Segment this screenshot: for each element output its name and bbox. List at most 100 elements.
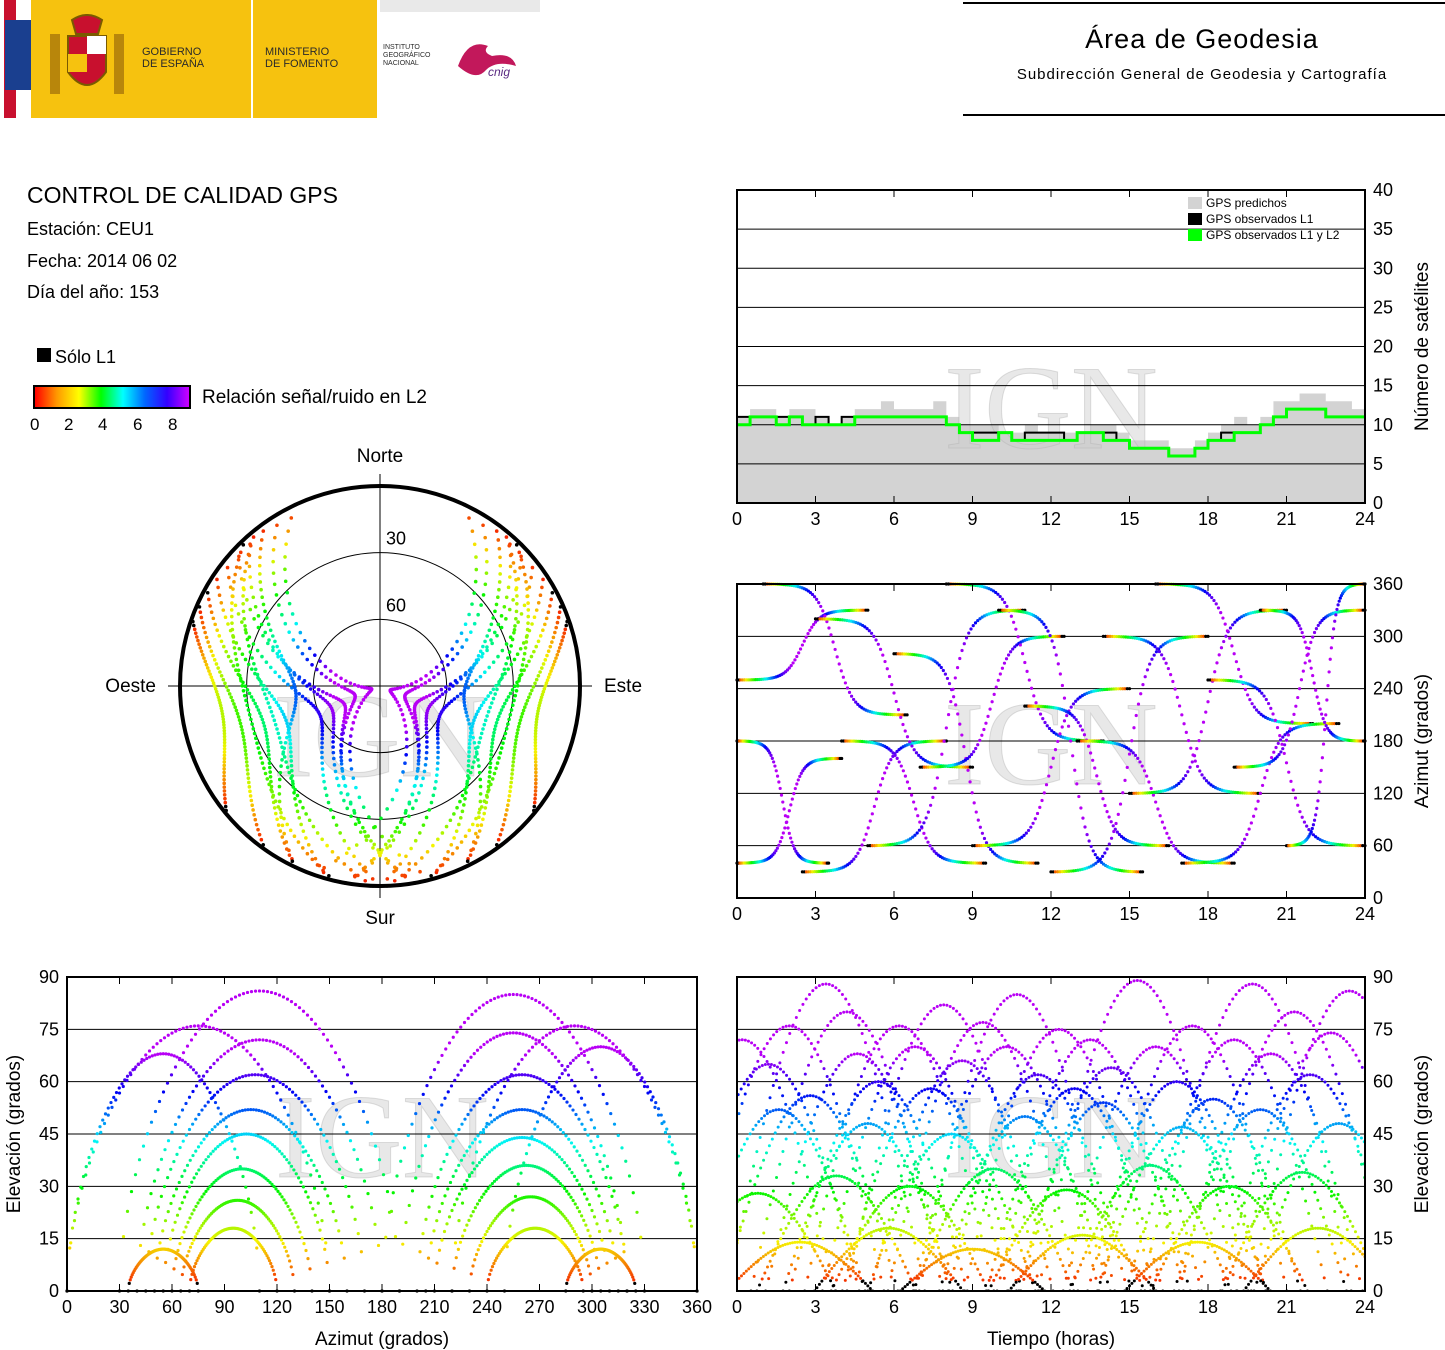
ela-track-point	[260, 1067, 264, 1071]
azt-track-point	[1230, 644, 1234, 648]
ela-track-point	[414, 1176, 418, 1180]
azt-track-point	[1134, 713, 1138, 718]
ela-track-point	[187, 1249, 191, 1253]
azt-track-point	[983, 861, 988, 865]
skyplot-track-point	[276, 703, 281, 708]
ela-track-point	[535, 1138, 539, 1143]
azt-track-point	[1097, 782, 1101, 786]
skyplot-track-point	[417, 748, 421, 753]
skyplot-track-point	[269, 779, 273, 784]
ela-track-point	[301, 1150, 305, 1154]
ela-track-point	[487, 1226, 491, 1231]
skyplot-track-point	[490, 777, 495, 781]
skyplot-track-point	[321, 773, 325, 777]
skyplot-track-point	[507, 607, 512, 612]
azt-track-point	[790, 797, 794, 801]
skyplot-track-point	[424, 673, 428, 678]
ela-track-point	[426, 1256, 431, 1260]
azt-track-point	[1089, 844, 1093, 849]
skyplot-track-point	[315, 831, 320, 835]
skyplot-track-point	[320, 761, 325, 765]
skyplot-track-point	[258, 711, 262, 715]
skyplot-track-point	[506, 667, 510, 671]
skyplot-track-point	[545, 678, 550, 682]
ela-track-point	[535, 1120, 540, 1124]
skyplot-track-point	[244, 756, 249, 760]
skyplot-track-point	[245, 598, 249, 602]
ela-track-point	[508, 1224, 512, 1228]
skyplot-track-point	[415, 723, 419, 728]
ela-track-point	[175, 1152, 179, 1156]
azt-track-point	[1054, 653, 1058, 657]
ela-track-point	[308, 1201, 313, 1205]
azt-track-point	[1071, 754, 1075, 758]
skyplot-track-point	[546, 675, 551, 679]
azt-track-point	[1066, 724, 1071, 728]
azt-track-point	[1141, 683, 1145, 687]
ela-track-point	[282, 1122, 286, 1126]
azt-track-point	[1296, 803, 1300, 807]
azt-track-point	[869, 631, 874, 635]
ela-track-point	[481, 1130, 486, 1134]
skyplot-track-point	[515, 731, 520, 736]
skyplot-track-point	[214, 662, 219, 666]
azt-track-point	[1053, 870, 1058, 874]
azt-track-point	[792, 792, 796, 796]
ela-track-point	[602, 1154, 606, 1158]
azt-track-point	[1254, 708, 1259, 712]
skyplot-track-point	[435, 732, 440, 737]
skyplot-track-point	[455, 805, 459, 810]
skyplot-track-point	[311, 824, 316, 829]
ela-track-point	[218, 1143, 222, 1147]
skyplot-track-point	[345, 715, 350, 720]
skyplot-track-point	[458, 816, 463, 820]
azt-track-point	[874, 638, 878, 642]
ela-track-point	[202, 1082, 207, 1086]
skyplot-track-point	[250, 667, 254, 671]
azt-track-point	[1038, 805, 1042, 809]
skyplot-track-point	[362, 829, 367, 834]
skyplot-track-point	[247, 691, 252, 696]
skyplot-track-point	[441, 667, 445, 672]
ela-track-point	[599, 1045, 603, 1049]
skyplot-track-point	[488, 705, 492, 710]
skyplot-track-point	[361, 805, 366, 809]
ela-track-point	[473, 1258, 477, 1262]
skyplot-track-point	[494, 529, 499, 533]
skyplot-track-point	[436, 722, 440, 727]
skyplot-track-point	[233, 572, 237, 577]
skyplot-track-point	[220, 709, 224, 713]
skyplot-ring-label-30: 30	[386, 529, 406, 549]
ela-track-point	[334, 1219, 338, 1223]
azt-track-point	[922, 831, 926, 835]
skyplot-track-point	[367, 815, 371, 819]
x-tick-label: 0	[62, 1297, 72, 1317]
ela-track-point	[349, 1081, 354, 1085]
ela-track-point	[567, 1192, 571, 1196]
skyplot-track-point	[214, 689, 219, 694]
skyplot-track-point	[450, 851, 455, 856]
skyplot-track-point	[240, 620, 244, 624]
azt-track-point	[1314, 835, 1318, 839]
ela-track-point	[187, 1095, 192, 1099]
ela-track-point	[514, 1108, 519, 1112]
skyplot-track-point	[230, 627, 235, 632]
ela-track-point	[246, 1197, 251, 1201]
skyplot-track-point	[492, 727, 497, 732]
skyplot-track-point	[320, 736, 324, 741]
elt-pass-point	[796, 1141, 800, 1145]
skyplot-track-point	[289, 776, 293, 780]
ela-track-point	[471, 1161, 475, 1165]
ela-track-point	[106, 1106, 110, 1110]
ela-track-point	[555, 1080, 559, 1084]
azt-track-point	[1254, 791, 1258, 795]
ela-track-point	[550, 1148, 554, 1152]
ela-track-point	[287, 1087, 292, 1091]
azt-track-point	[1296, 695, 1300, 700]
azt-track-point	[1338, 596, 1342, 600]
azt-track-point	[1115, 830, 1119, 834]
skyplot-track-point	[242, 616, 246, 621]
azt-track-point	[912, 748, 916, 752]
azt-track-point	[1025, 669, 1029, 673]
skyplot-track-point	[492, 730, 496, 735]
